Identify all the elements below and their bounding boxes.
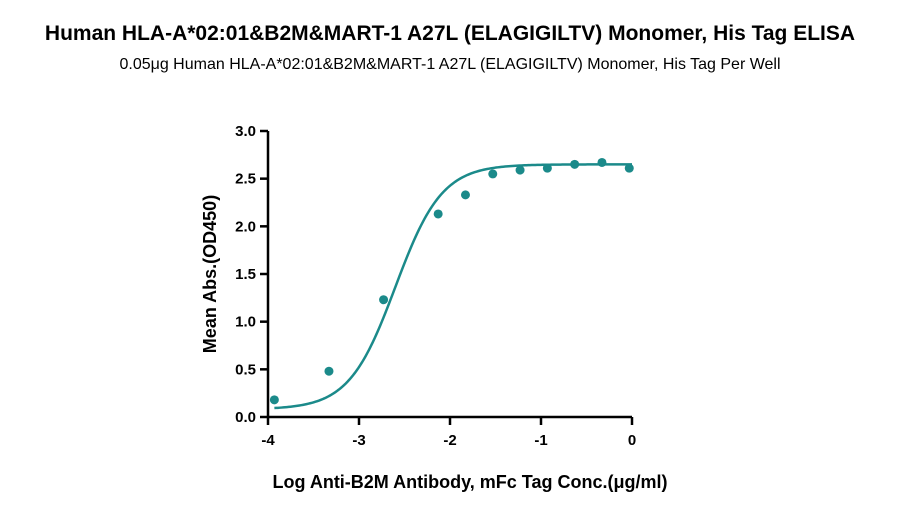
data-point	[433, 209, 443, 219]
x-tick-label: -2	[443, 432, 456, 449]
data-point	[570, 159, 580, 169]
x-tick-label: -4	[261, 432, 275, 449]
x-tick-label: -1	[534, 432, 547, 449]
data-point	[269, 395, 279, 405]
data-point	[597, 157, 607, 167]
chart-title: Human HLA-A*02:01&B2M&MART-1 A27L (ELAGI…	[44, 22, 856, 45]
x-tick-label: 0	[628, 432, 636, 449]
data-point	[488, 169, 498, 179]
y-tick-label: 1.5	[235, 266, 256, 283]
data-point	[379, 295, 389, 305]
x-ticks: -4 -3 -2 -1 0	[261, 417, 636, 449]
y-tick-label: 1.0	[235, 314, 256, 331]
chart-subtitle: 0.05μg Human HLA-A*02:01&B2M&MART-1 A27L…	[119, 56, 781, 73]
data-point	[624, 163, 634, 173]
y-ticks: 0.0 0.5 1.0 1.5 2.0 2.5 3.0	[235, 123, 268, 426]
x-axis-label: Log Anti-B2M Antibody, mFc Tag Conc.(μg/…	[273, 472, 668, 492]
y-axis-label: Mean Abs.(OD450)	[200, 195, 220, 353]
y-tick-label: 0.0	[235, 409, 256, 426]
y-tick-label: 3.0	[235, 123, 256, 140]
y-tick-label: 2.5	[235, 171, 256, 188]
y-tick-label: 0.5	[235, 361, 256, 378]
x-tick-label: -3	[352, 432, 365, 449]
y-tick-label: 2.0	[235, 218, 256, 235]
data-point	[542, 163, 552, 173]
data-point	[515, 165, 525, 175]
data-point	[460, 190, 470, 200]
axes	[266, 131, 632, 419]
data-points	[269, 157, 634, 405]
data-point	[324, 366, 334, 376]
